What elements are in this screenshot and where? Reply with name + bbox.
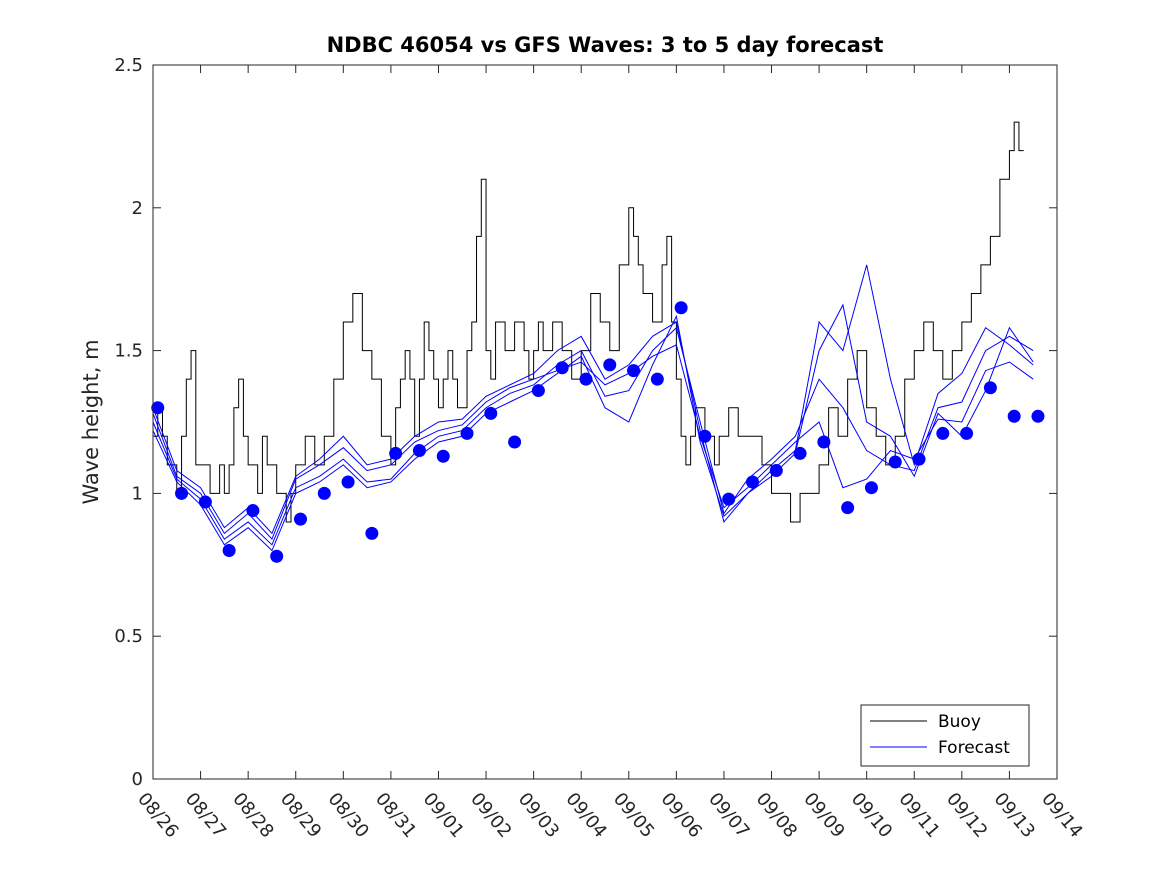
- y-axis-label: Wave height, m: [79, 339, 103, 504]
- forecast-marker-point: [1007, 409, 1021, 423]
- forecast-marker-point: [603, 358, 617, 372]
- y-tick-label: 2: [132, 198, 143, 219]
- forecast-markers: [151, 301, 1045, 563]
- forecast-marker-point: [341, 475, 355, 489]
- forecast-marker-point: [484, 406, 498, 420]
- y-tick-label: 1.5: [114, 341, 143, 362]
- forecast-marker-point: [674, 301, 688, 315]
- plot-area: [153, 65, 1057, 779]
- forecast-marker-point: [555, 361, 569, 375]
- forecast-line: [152, 303, 1034, 552]
- forecast-marker-point: [579, 372, 593, 386]
- y-tick-label: 0.5: [114, 626, 143, 647]
- forecast-marker-point: [389, 446, 403, 460]
- forecast-marker-point: [198, 495, 212, 509]
- forecast-marker-point: [960, 426, 974, 440]
- forecast-marker-point: [745, 475, 759, 489]
- forecast-series-group: [152, 264, 1034, 552]
- forecast-marker-point: [246, 504, 260, 518]
- forecast-marker-point: [650, 372, 664, 386]
- y-tick-label: 2.5: [114, 55, 143, 76]
- forecast-marker-point: [531, 384, 545, 398]
- forecast-marker-point: [793, 446, 807, 460]
- forecast-marker-point: [175, 486, 189, 500]
- chart-title: NDBC 46054 vs GFS Waves: 3 to 5 day fore…: [327, 33, 884, 57]
- legend-buoy-label: Buoy: [938, 712, 981, 732]
- buoy-series: [153, 121, 1024, 523]
- forecast-marker-point: [912, 452, 926, 466]
- forecast-marker-point: [864, 481, 878, 495]
- buoy-line: [153, 121, 1024, 523]
- forecast-marker-point: [293, 512, 307, 526]
- y-axis: 0 0.5 1 1.5 2 2.5: [114, 55, 1057, 790]
- legend-box: [860, 704, 1030, 767]
- legend-forecast-label: Forecast: [938, 738, 1010, 758]
- forecast-marker-point: [888, 455, 902, 469]
- forecast-line: [152, 264, 1034, 535]
- forecast-marker-point: [936, 426, 950, 440]
- forecast-marker-point: [151, 401, 165, 415]
- forecast-marker-point: [1031, 409, 1045, 423]
- forecast-marker-point: [460, 426, 474, 440]
- forecast-marker-point: [722, 492, 736, 506]
- forecast-marker-point: [365, 526, 379, 540]
- forecast-marker-point: [769, 464, 783, 478]
- y-tick-label: 1: [132, 483, 143, 504]
- plot-frame: [152, 64, 1058, 780]
- forecast-marker-point: [841, 501, 855, 515]
- y-tick-label: 0: [132, 769, 143, 790]
- forecast-marker-point: [508, 435, 522, 449]
- forecast-marker-point: [983, 381, 997, 395]
- forecast-line: [152, 326, 1034, 546]
- forecast-marker-point: [412, 444, 426, 458]
- forecast-marker-point: [817, 435, 831, 449]
- forecast-marker-point: [436, 449, 450, 463]
- forecast-marker-point: [270, 549, 284, 563]
- forecast-marker-point: [627, 364, 641, 378]
- forecast-marker-point: [698, 429, 712, 443]
- forecast-marker-point: [317, 486, 331, 500]
- forecast-marker-point: [222, 544, 236, 558]
- legend: Buoy Forecast: [860, 704, 1030, 767]
